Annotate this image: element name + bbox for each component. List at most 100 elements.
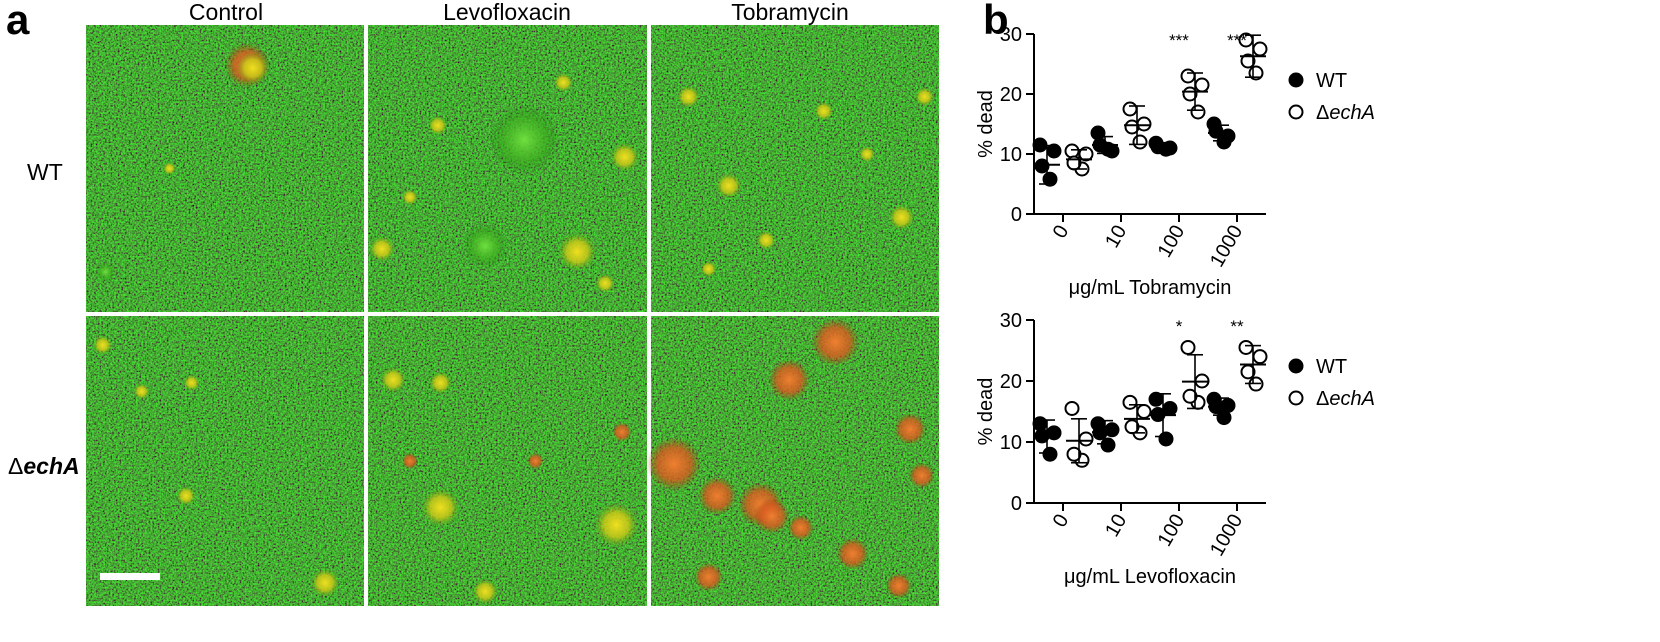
cell-cluster (93, 335, 113, 355)
y-axis-label: % dead (975, 378, 997, 446)
cell-cluster (369, 236, 395, 262)
data-point (1240, 53, 1256, 69)
cell-cluster (163, 162, 176, 175)
significance-marker: *** (1227, 31, 1247, 50)
data-point (1090, 125, 1106, 141)
data-point (1180, 339, 1196, 355)
series-wt (1032, 116, 1236, 187)
data-point (1180, 68, 1196, 84)
legend-marker (1288, 390, 1304, 406)
cell-cluster (462, 223, 508, 269)
cell-cluster (553, 72, 573, 92)
micrograph-wt-levofloxacin (368, 25, 647, 312)
data-point (1064, 143, 1080, 159)
cell-cluster (700, 260, 717, 277)
cell-cluster (133, 383, 150, 400)
x-tick-label: 10 (1101, 222, 1131, 252)
cell-cluster (380, 367, 406, 393)
cell-cluster (310, 568, 340, 598)
significance-marker: *** (1169, 31, 1189, 50)
y-tick-label: 20 (1000, 84, 1022, 106)
data-point (1190, 104, 1206, 120)
x-tick-label: 0 (1049, 511, 1074, 532)
legend-marker (1288, 104, 1304, 120)
cell-cluster (814, 101, 834, 121)
cell-cluster (612, 422, 632, 442)
column-label-tobramycin: Tobramycin (731, 0, 849, 25)
data-point (1124, 119, 1140, 135)
scale-bar (100, 573, 160, 580)
cell-cluster (677, 85, 700, 108)
data-point (1162, 400, 1178, 416)
data-point (1136, 116, 1152, 132)
y-axis-label: % dead (975, 90, 997, 158)
series-mutant (1064, 32, 1268, 177)
cell-cluster (401, 453, 418, 469)
cell-cluster (754, 498, 790, 534)
data-point (1064, 400, 1080, 416)
micrograph-mutant-levofloxacin (368, 316, 647, 606)
cell-cluster (236, 52, 269, 85)
cell-cluster (715, 172, 742, 199)
data-point (1182, 388, 1198, 404)
cell-cluster (95, 262, 116, 282)
y-tick-label: 10 (1000, 432, 1022, 454)
data-point (1148, 391, 1164, 407)
significance-marker: * (1176, 317, 1183, 336)
y-tick-label: 20 (1000, 371, 1022, 393)
data-point (1136, 404, 1152, 419)
x-tick-label: 100 (1154, 222, 1190, 262)
cell-cluster (646, 436, 702, 492)
y-tick-label: 10 (1000, 144, 1022, 166)
data-point (1042, 446, 1058, 462)
cell-cluster (527, 453, 544, 469)
data-point (1078, 431, 1094, 447)
data-point (1104, 422, 1120, 438)
data-point (1122, 394, 1138, 410)
x-tick-label: 0 (1049, 222, 1074, 243)
row-label-wt: WT (27, 159, 63, 185)
cell-cluster (894, 413, 927, 446)
data-point (1132, 134, 1148, 150)
cell-cluster (472, 578, 498, 605)
x-axis-label: μg/mL Tobramycin (1069, 277, 1232, 299)
data-point (1032, 416, 1048, 432)
panel-a-letter: a (6, 0, 30, 43)
x-tick-label: 10 (1101, 511, 1131, 541)
cell-cluster (787, 514, 814, 541)
micrograph-wt-tobramycin (651, 25, 939, 312)
cell-cluster (811, 318, 860, 367)
cell-cluster (489, 104, 560, 175)
micrograph-grid (86, 25, 939, 606)
data-point (1238, 339, 1254, 355)
data-point (1252, 349, 1268, 365)
legend-label: ΔechA (1316, 102, 1375, 124)
micrograph-mutant-tobramycin (646, 316, 939, 606)
x-tick-label: 100 (1154, 511, 1190, 551)
cell-cluster (915, 87, 935, 107)
legend-marker (1288, 72, 1304, 88)
column-label-control: Control (189, 0, 263, 25)
chart-levofloxacin: 0 10 20 30 % dead 0 10 100 1000 μg/mL Levofloxaci… (975, 310, 1375, 588)
data-point (1046, 143, 1062, 159)
cell-cluster (183, 374, 200, 391)
chart-tobramycin: 0 10 20 30 % dead 0 10 100 1000 μg/mL Tobramycin *… (975, 24, 1375, 299)
data-point (1122, 101, 1138, 117)
column-label-levofloxacin: Levofloxacin (443, 0, 571, 25)
cell-cluster (558, 232, 597, 271)
legend-label: WT (1316, 356, 1347, 378)
y-tick-label: 30 (1000, 310, 1022, 332)
data-point (1066, 446, 1082, 462)
cell-cluster (698, 476, 737, 515)
data-point (1100, 437, 1116, 453)
legend-label: WT (1316, 70, 1347, 92)
y-tick-label: 0 (1011, 493, 1022, 515)
cell-cluster (908, 462, 935, 489)
cell-cluster (694, 562, 723, 592)
data-point (1194, 77, 1210, 93)
series-mutant (1064, 339, 1268, 468)
micrograph-mutant-control (86, 316, 364, 606)
cell-cluster (429, 371, 452, 394)
cell-cluster (756, 230, 776, 250)
